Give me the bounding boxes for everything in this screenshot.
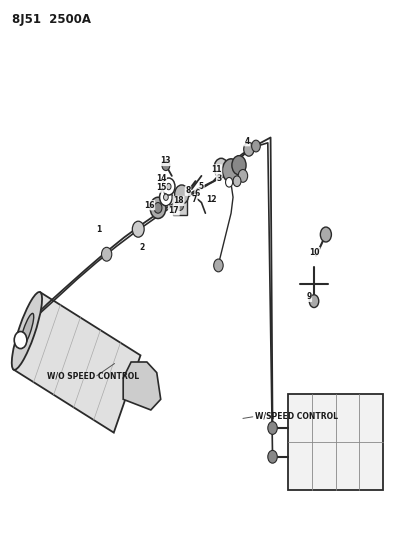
Circle shape	[132, 221, 144, 237]
Polygon shape	[13, 292, 141, 433]
Text: 1: 1	[96, 225, 102, 233]
FancyBboxPatch shape	[173, 196, 187, 215]
Text: 4: 4	[244, 137, 250, 146]
Text: 10: 10	[309, 248, 320, 256]
Circle shape	[162, 160, 170, 171]
Circle shape	[244, 142, 254, 156]
Text: 5: 5	[199, 182, 204, 191]
Text: 12: 12	[206, 196, 216, 204]
Text: 11: 11	[211, 165, 222, 174]
Polygon shape	[123, 362, 161, 410]
Circle shape	[222, 159, 240, 182]
FancyBboxPatch shape	[288, 394, 383, 490]
Circle shape	[166, 183, 171, 190]
Ellipse shape	[20, 313, 34, 349]
Circle shape	[252, 140, 260, 152]
Circle shape	[150, 197, 166, 219]
Circle shape	[176, 200, 184, 211]
Text: 16: 16	[144, 201, 154, 209]
Circle shape	[102, 247, 112, 261]
Text: 15: 15	[156, 183, 166, 192]
Circle shape	[226, 177, 233, 187]
Circle shape	[233, 176, 241, 187]
Circle shape	[160, 189, 172, 206]
Text: W/SPEED CONTROL: W/SPEED CONTROL	[255, 411, 338, 420]
Circle shape	[214, 259, 223, 272]
Text: 2: 2	[139, 244, 145, 252]
Circle shape	[320, 227, 331, 242]
Text: 6: 6	[195, 189, 200, 198]
Text: W/O SPEED CONTROL: W/O SPEED CONTROL	[47, 372, 139, 380]
Circle shape	[214, 158, 228, 177]
Circle shape	[268, 422, 277, 434]
Text: 18: 18	[173, 197, 184, 205]
Text: 8J51  2500A: 8J51 2500A	[12, 13, 91, 26]
Text: 14: 14	[156, 174, 166, 183]
Circle shape	[14, 332, 27, 349]
Text: 7: 7	[192, 196, 197, 204]
Text: 13: 13	[161, 157, 171, 165]
Circle shape	[175, 185, 189, 204]
Text: 9: 9	[306, 293, 312, 301]
Text: 8: 8	[185, 187, 191, 195]
Circle shape	[309, 295, 319, 308]
Circle shape	[162, 178, 175, 195]
Text: 17: 17	[169, 206, 179, 215]
Ellipse shape	[12, 292, 42, 370]
Circle shape	[232, 156, 246, 175]
Circle shape	[164, 194, 168, 200]
Circle shape	[268, 450, 277, 463]
Text: 3: 3	[216, 174, 222, 183]
Circle shape	[238, 169, 248, 182]
Circle shape	[154, 203, 162, 213]
